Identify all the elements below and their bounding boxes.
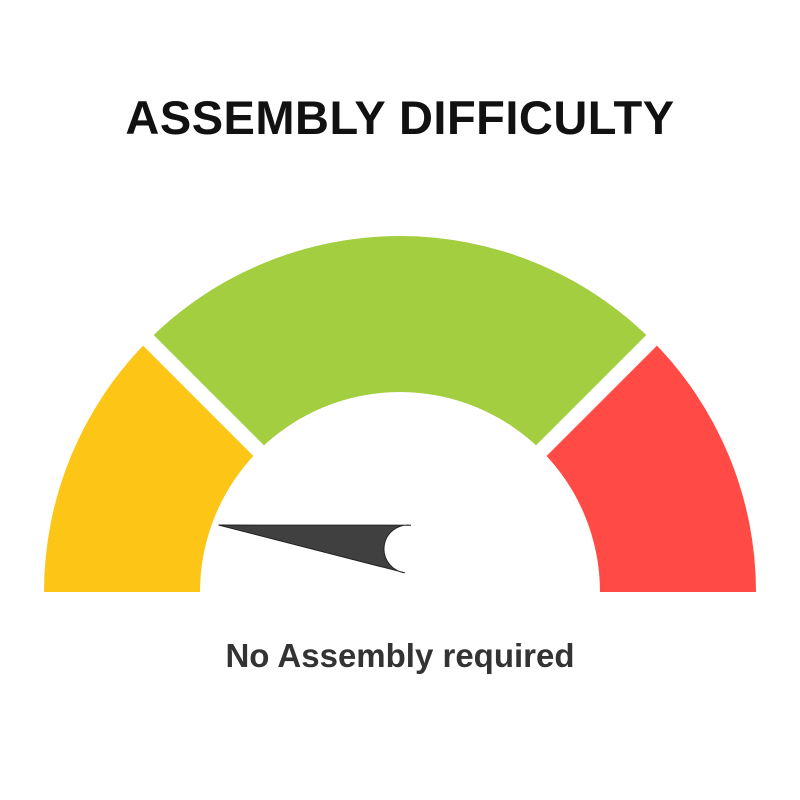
gauge-title: ASSEMBLY DIFFICULTY xyxy=(125,91,675,144)
segment-divider xyxy=(139,331,268,460)
segment-divider xyxy=(532,331,661,460)
gauge-segment-medium xyxy=(148,236,652,451)
difficulty-caption: No Assembly required xyxy=(225,637,575,674)
gauge-needle xyxy=(218,524,412,574)
